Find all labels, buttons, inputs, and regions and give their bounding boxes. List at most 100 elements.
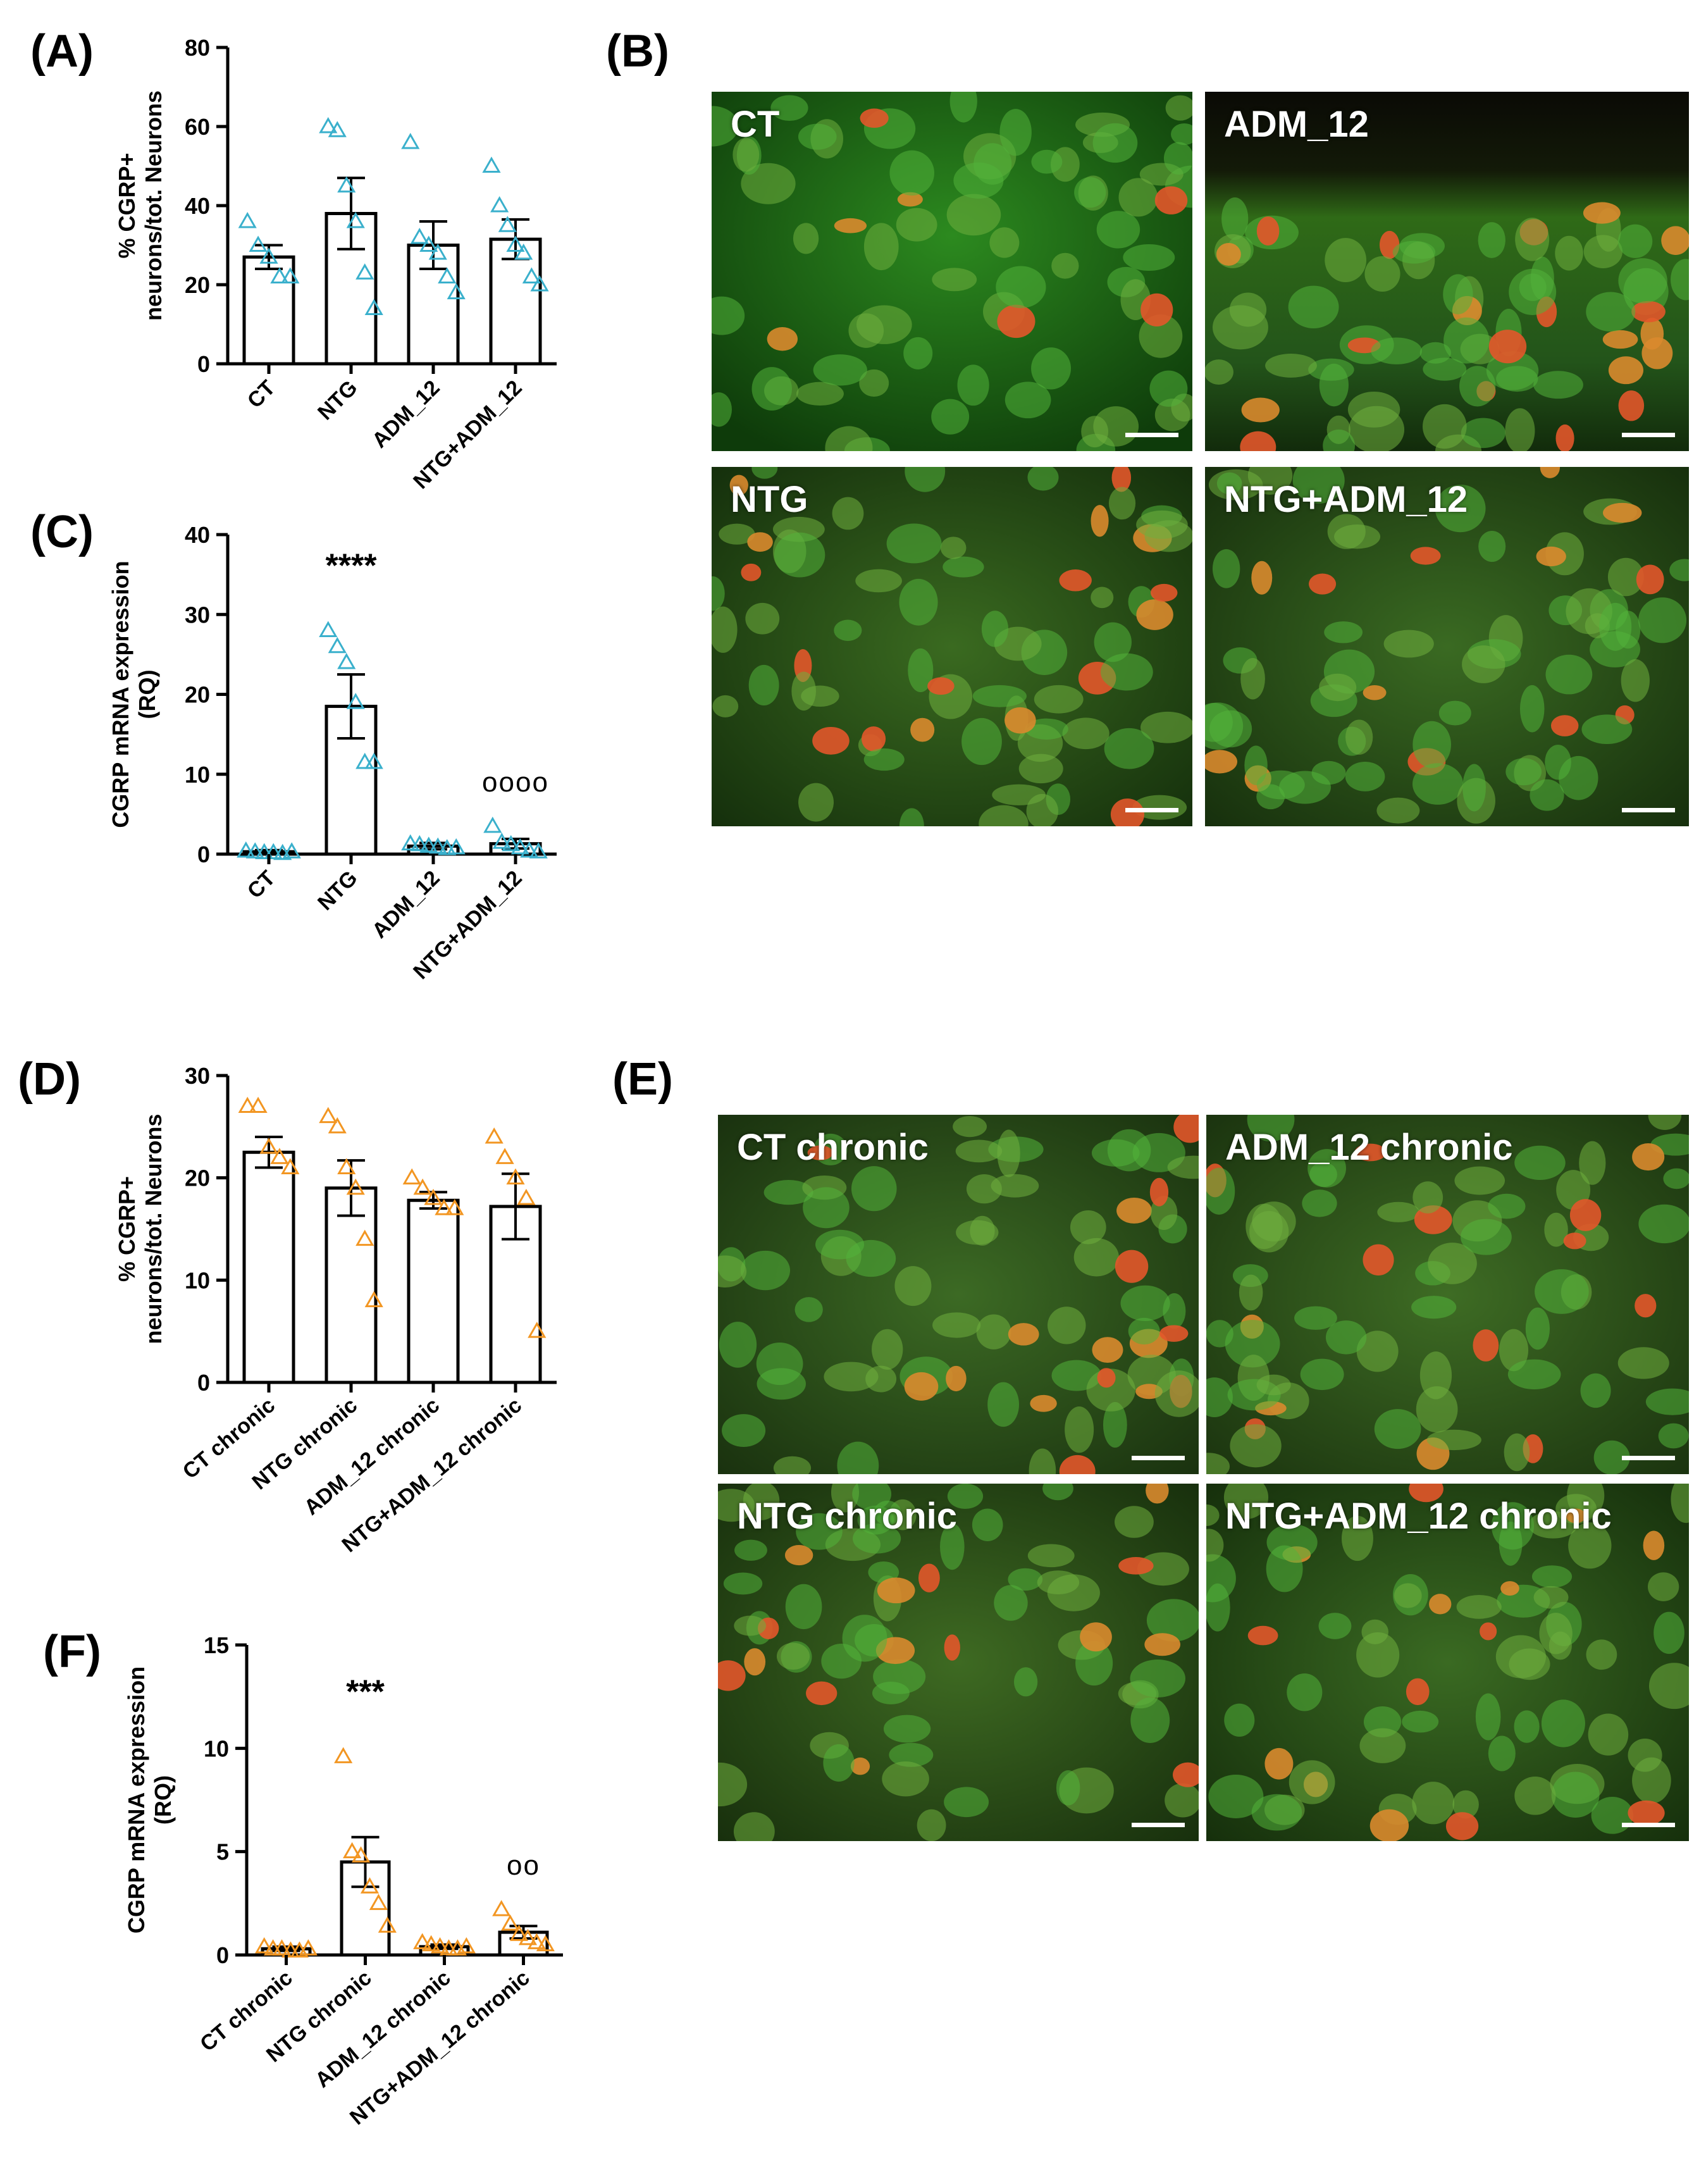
neuron-cell <box>1287 1673 1323 1711</box>
neuron-cell <box>1392 240 1436 264</box>
data-point <box>255 1937 274 1954</box>
data-point <box>319 1107 338 1124</box>
neuron-cell <box>1288 285 1339 328</box>
neuron-cell <box>1363 685 1387 700</box>
data-point <box>237 841 256 858</box>
neuron-cell <box>1376 797 1420 824</box>
neuron-cell <box>899 578 938 626</box>
neuron-cell <box>1140 711 1192 743</box>
micrograph-adm12: ADM_12 <box>1205 92 1689 451</box>
neuron-cell <box>729 475 748 496</box>
data-point <box>419 836 438 853</box>
neuron-cell <box>791 671 816 711</box>
neuron-cell <box>1223 1484 1269 1520</box>
data-point <box>281 267 300 283</box>
neuron-cell <box>1111 467 1132 492</box>
x-tick-label: CT <box>243 376 280 413</box>
neuron-cell <box>1426 1429 1481 1451</box>
neuron-cell <box>1412 763 1464 805</box>
data-point <box>337 176 356 193</box>
neuron-cell <box>1224 1703 1255 1737</box>
chart-c: 0 10 20 30 40 CGRP mRNA expression (RQ) CT **** N… <box>108 522 557 984</box>
data-point <box>319 116 338 133</box>
neuron-cell <box>979 805 1029 826</box>
data-point <box>518 1928 538 1945</box>
neuron-cell <box>1643 1530 1665 1560</box>
neuron-cell <box>1323 429 1356 451</box>
neuron-cell <box>1325 1320 1367 1355</box>
neuron-cell <box>1488 330 1527 364</box>
neuron-cell <box>1563 1232 1586 1250</box>
fluorescence-image <box>1206 1115 1689 1474</box>
neuron-cell <box>1658 1423 1689 1449</box>
neuron-cell <box>1535 1269 1589 1314</box>
neuron-cell <box>1251 1794 1302 1831</box>
y-axis-label: neurons/tot. Neurons <box>140 90 166 321</box>
data-point <box>438 839 457 855</box>
neuron-cell <box>1645 1388 1689 1415</box>
neuron-cell <box>722 1414 766 1448</box>
neuron-cell <box>1638 1204 1689 1244</box>
neuron-cell <box>1154 1370 1199 1417</box>
neuron-cell <box>1416 1386 1458 1433</box>
neuron-cell <box>1342 1515 1373 1561</box>
neuron-cell <box>863 223 899 271</box>
data-point <box>439 1939 459 1956</box>
neuron-cell <box>1241 397 1280 423</box>
neuron-cell <box>1586 1639 1617 1670</box>
data-point <box>364 299 383 315</box>
data-point <box>522 267 541 283</box>
neuron-cell <box>1374 1409 1421 1449</box>
neuron-cell <box>1452 1790 1479 1819</box>
neuron-cell <box>1008 1323 1039 1346</box>
neuron-cell <box>723 1572 763 1595</box>
neuron-cell <box>997 304 1035 338</box>
y-tick-label: 40 <box>185 522 210 548</box>
neuron-cell <box>940 1523 965 1570</box>
neuron-cell <box>859 369 889 397</box>
neuron-cell <box>894 1266 932 1306</box>
neuron-cell <box>1080 1622 1112 1652</box>
neuron-cell <box>718 1255 747 1287</box>
neuron-cell <box>905 467 946 492</box>
neuron-cell <box>1456 1594 1502 1619</box>
neuron-cell <box>1635 1294 1657 1318</box>
neuron-cell <box>1647 1572 1679 1601</box>
neuron-cell <box>1533 1585 1569 1609</box>
neuron-cell <box>719 523 755 545</box>
y-tick-label: 30 <box>185 602 210 628</box>
neuron-cell <box>1618 390 1645 421</box>
data-point <box>337 1158 356 1174</box>
neuron-cell <box>741 563 762 581</box>
neuron-cell <box>1059 1455 1096 1474</box>
neuron-cell <box>943 556 984 578</box>
neuron-cell <box>718 1762 748 1807</box>
scale-bar <box>1125 433 1178 437</box>
y-tick-label: 0 <box>197 351 210 377</box>
neuron-cell <box>910 717 935 742</box>
fluorescence-image <box>1205 467 1689 826</box>
data-point <box>422 1935 441 1952</box>
neuron-cell <box>1256 216 1280 246</box>
neuron-cell <box>1411 1296 1457 1319</box>
neuron-cell <box>1206 1554 1236 1603</box>
neuron-cell <box>1345 719 1373 755</box>
neuron-cell <box>1638 597 1687 643</box>
neuron-cell <box>1628 1738 1662 1772</box>
neuron-cell <box>774 532 825 578</box>
micrograph-ct: CT <box>712 92 1192 451</box>
neuron-cell <box>712 296 745 335</box>
data-point <box>319 621 338 637</box>
x-tick-label: ADM_12 <box>368 866 445 943</box>
neuron-cell <box>1533 371 1583 399</box>
neuron-cell <box>1123 244 1175 271</box>
neuron-cell <box>1173 1762 1199 1787</box>
neuron-cell <box>803 1187 850 1229</box>
neuron-cell <box>1569 1199 1602 1231</box>
neuron-cell <box>1648 1663 1689 1709</box>
neuron-cell <box>1120 1285 1170 1321</box>
neuron-cell <box>944 1787 989 1818</box>
panel-label-b: (B) <box>606 26 669 77</box>
neuron-cell <box>848 313 884 348</box>
neuron-cell <box>1264 1747 1294 1780</box>
